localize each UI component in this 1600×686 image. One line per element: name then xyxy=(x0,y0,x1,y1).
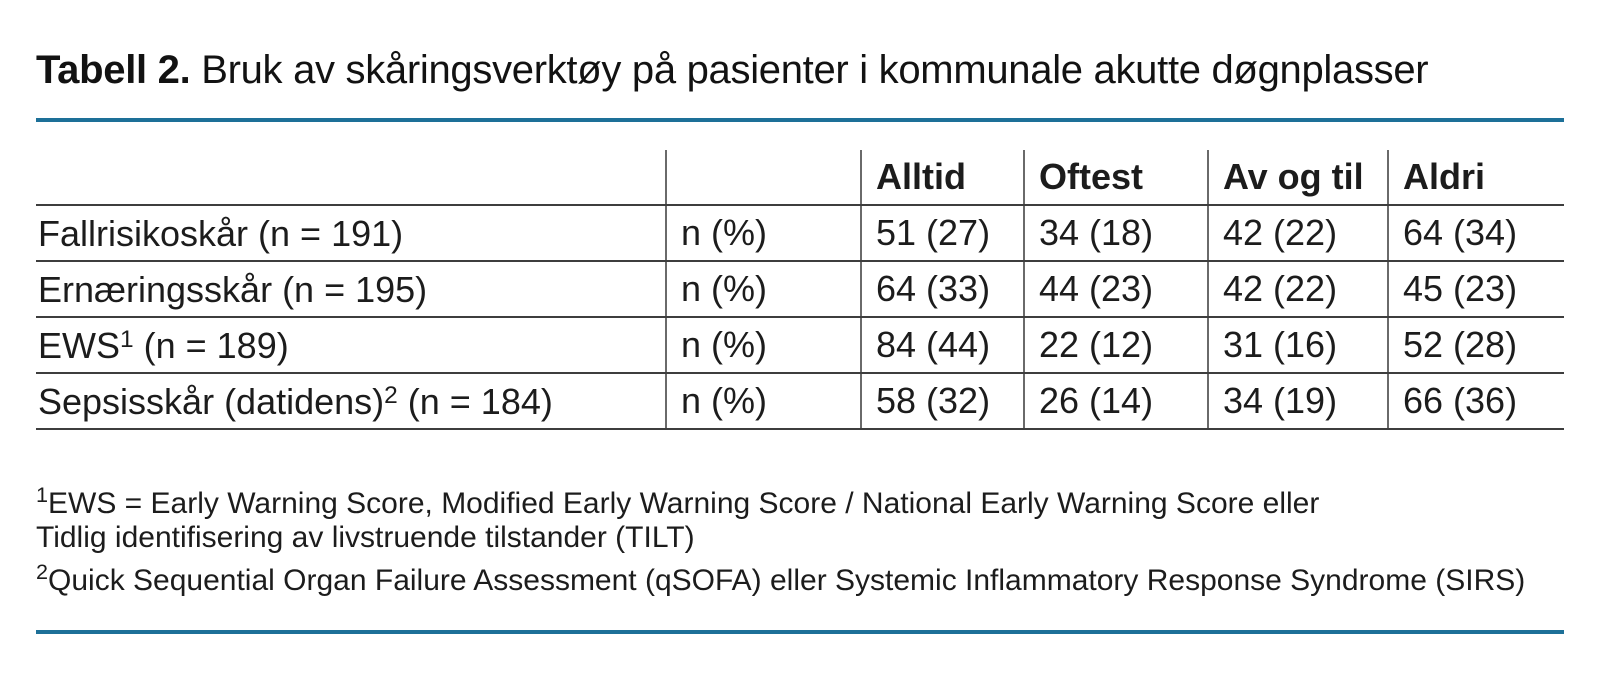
value-cell: 64 (33) xyxy=(861,261,1025,318)
footnotes: 1EWS = Early Warning Score, Modified Ear… xyxy=(36,478,1564,598)
value-cell: 42 (22) xyxy=(1208,261,1389,318)
table-row: Fallrisikoskår (n = 191) n (%) 51 (27) 3… xyxy=(36,205,1564,262)
footnote-2: 2Quick Sequential Organ Failure Assessme… xyxy=(36,555,1564,598)
table-title-text: Bruk av skåringsverktøy på pasienter i k… xyxy=(190,48,1429,92)
value-cell: 42 (22) xyxy=(1208,205,1389,262)
value-cell: 22 (12) xyxy=(1024,317,1209,374)
measure-cell: n (%) xyxy=(666,261,862,318)
table-row: Sepsisskår (datidens)2 (n = 184) n (%) 5… xyxy=(36,373,1564,430)
table-title: Tabell 2. Bruk av skåringsverktøy på pas… xyxy=(36,46,1564,94)
measure-cell: n (%) xyxy=(666,317,862,374)
row-label-cell: EWS1 (n = 189) xyxy=(36,317,667,374)
column-header-empty-label xyxy=(36,150,667,206)
column-header-alltid: Alltid xyxy=(861,150,1025,206)
column-header-aldri: Aldri xyxy=(1388,150,1564,206)
column-header-empty-measure xyxy=(666,150,862,206)
top-accent-rule xyxy=(36,118,1564,122)
bottom-accent-rule xyxy=(36,630,1564,634)
value-cell: 45 (23) xyxy=(1388,261,1564,318)
table-figure: Tabell 2. Bruk av skåringsverktøy på pas… xyxy=(0,46,1600,634)
value-cell: 26 (14) xyxy=(1024,373,1209,430)
value-cell: 66 (36) xyxy=(1388,373,1564,430)
row-label-cell: Sepsisskår (datidens)2 (n = 184) xyxy=(36,373,667,430)
value-cell: 84 (44) xyxy=(861,317,1025,374)
value-cell: 58 (32) xyxy=(861,373,1025,430)
header-row: Alltid Oftest Av og til Aldri xyxy=(36,150,1564,206)
value-cell: 51 (27) xyxy=(861,205,1025,262)
value-cell: 31 (16) xyxy=(1208,317,1389,374)
measure-cell: n (%) xyxy=(666,205,862,262)
footnote-1-text: EWS = Early Warning Score, Modified Earl… xyxy=(36,487,1320,554)
value-cell: 34 (19) xyxy=(1208,373,1389,430)
column-header-oftest: Oftest xyxy=(1024,150,1209,206)
value-cell: 34 (18) xyxy=(1024,205,1209,262)
row-label-cell: Ernæringsskår (n = 195) xyxy=(36,261,667,318)
footnote-1: 1EWS = Early Warning Score, Modified Ear… xyxy=(36,478,1356,555)
scoring-tools-table: Alltid Oftest Av og til Aldri Fallrisiko… xyxy=(36,150,1564,430)
table-number-label: Tabell 2. xyxy=(36,48,191,92)
value-cell: 52 (28) xyxy=(1388,317,1564,374)
footnote-1-marker: 1 xyxy=(36,482,49,507)
value-cell: 64 (34) xyxy=(1388,205,1564,262)
row-label-cell: Fallrisikoskår (n = 191) xyxy=(36,205,667,262)
column-header-av-og-til: Av og til xyxy=(1208,150,1389,206)
value-cell: 44 (23) xyxy=(1024,261,1209,318)
table-row: EWS1 (n = 189) n (%) 84 (44) 22 (12) 31 … xyxy=(36,317,1564,374)
measure-cell: n (%) xyxy=(666,373,862,430)
table-row: Ernæringsskår (n = 195) n (%) 64 (33) 44… xyxy=(36,261,1564,318)
footnote-2-text: Quick Sequential Organ Failure Assessmen… xyxy=(48,564,1526,597)
footnote-2-marker: 2 xyxy=(36,559,49,584)
